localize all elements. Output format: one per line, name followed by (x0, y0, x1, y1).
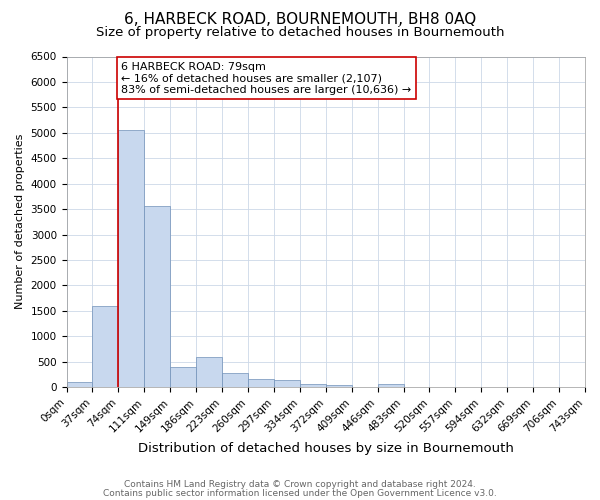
Bar (170, 368, 196, 387)
Bar (118, 130, 144, 387)
Bar (92, 306, 118, 387)
Bar (274, 380, 300, 387)
Bar (196, 356, 222, 387)
Bar (377, 384, 404, 387)
Text: Contains public sector information licensed under the Open Government Licence v3: Contains public sector information licen… (103, 488, 497, 498)
X-axis label: Distribution of detached houses by size in Bournemouth: Distribution of detached houses by size … (138, 442, 514, 455)
Text: Contains HM Land Registry data © Crown copyright and database right 2024.: Contains HM Land Registry data © Crown c… (124, 480, 476, 489)
Text: Size of property relative to detached houses in Bournemouth: Size of property relative to detached ho… (96, 26, 504, 39)
Y-axis label: Number of detached properties: Number of detached properties (15, 134, 25, 310)
Bar (222, 373, 248, 387)
Text: 6 HARBECK ROAD: 79sqm
← 16% of detached houses are smaller (2,107)
83% of semi-d: 6 HARBECK ROAD: 79sqm ← 16% of detached … (121, 62, 411, 95)
Bar (67, 382, 92, 387)
Bar (144, 206, 170, 387)
Text: 6, HARBECK ROAD, BOURNEMOUTH, BH8 0AQ: 6, HARBECK ROAD, BOURNEMOUTH, BH8 0AQ (124, 12, 476, 28)
Bar (248, 380, 274, 387)
Bar (300, 384, 326, 387)
Bar (326, 384, 352, 387)
